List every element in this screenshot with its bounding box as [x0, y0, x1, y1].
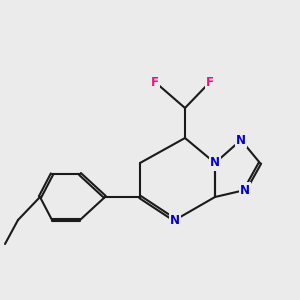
Text: N: N	[210, 157, 220, 169]
Text: F: F	[151, 76, 159, 88]
Text: N: N	[170, 214, 180, 226]
Text: F: F	[206, 76, 214, 88]
Text: N: N	[236, 134, 246, 146]
Text: N: N	[240, 184, 250, 196]
